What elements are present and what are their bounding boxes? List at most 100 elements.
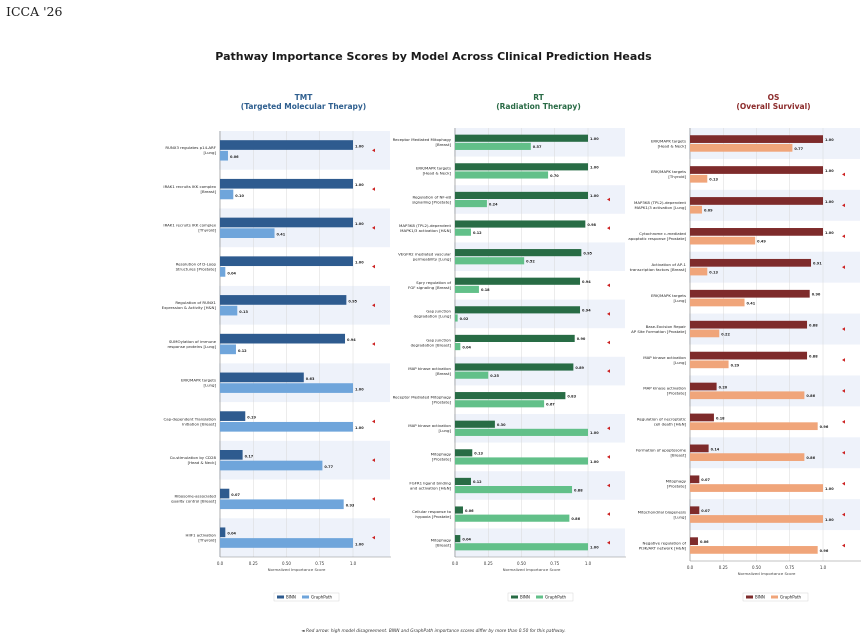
bar-binn (690, 166, 823, 174)
x-tick-label: 1.0 (585, 561, 592, 566)
disagreement-arrow-icon (372, 497, 375, 501)
bar-graphpath (220, 267, 226, 277)
disagreement-arrow-icon (842, 512, 845, 517)
value-label-binn: 0.90 (812, 293, 821, 297)
bar-binn (455, 163, 588, 171)
bar-graphpath (690, 484, 823, 492)
bar-graphpath (220, 421, 353, 432)
legend-label-binn: BINN (520, 595, 530, 600)
disagreement-arrow-icon (842, 420, 845, 424)
bar-binn (690, 537, 698, 546)
bar-binn (220, 256, 353, 267)
value-label-binn: 0.07 (231, 493, 240, 497)
bar-graphpath (220, 460, 323, 471)
value-label-binn: 1.00 (355, 261, 364, 265)
panel-subtitle-os: (Overall Survival) (736, 102, 810, 111)
category-label-line1: RUNX3 regulates p14-ARF (165, 145, 216, 150)
value-label-graphpath: 0.13 (709, 270, 718, 274)
category-label-line2: [Breast] (435, 142, 451, 147)
category-label-line2: [Breast] (435, 371, 451, 376)
row-highlight-band (219, 285, 390, 325)
value-label-binn: 0.94 (347, 338, 356, 342)
value-label-binn: 1.00 (825, 231, 834, 235)
value-label-graphpath: 0.96 (820, 425, 829, 429)
value-label-graphpath: 0.93 (346, 504, 355, 508)
disagreement-arrow-icon (607, 283, 610, 288)
x-tick-label: 0.25 (249, 561, 258, 566)
x-tick-label: 0.75 (315, 561, 324, 566)
bar-graphpath (690, 329, 720, 338)
disagreement-arrow-icon (607, 340, 610, 345)
category-label-line2: cell death [H&N] (654, 422, 687, 427)
value-label-binn: 0.94 (582, 280, 591, 284)
value-label-binn: 0.94 (582, 309, 591, 313)
bar-graphpath (690, 236, 756, 245)
category-label-line1: SUMOylation of immune (169, 339, 217, 344)
value-label-graphpath: 0.29 (731, 363, 740, 367)
category-label-line1: Gap junction (426, 337, 451, 342)
value-label-graphpath: 0.02 (460, 317, 469, 321)
value-label-binn: 0.63 (306, 377, 315, 381)
bar-graphpath (690, 360, 729, 369)
bar-binn (220, 178, 353, 189)
row-highlight-band (454, 242, 625, 271)
disagreement-arrow-icon (842, 450, 845, 455)
category-label-line2: [Prostate] (432, 400, 452, 405)
bar-graphpath (690, 174, 708, 183)
disagreement-arrow-icon (372, 303, 375, 308)
category-label-line1: Mitophagy (666, 478, 687, 483)
category-label-line1: MAP kinase activation (643, 355, 686, 360)
bar-binn (220, 450, 243, 460)
value-label-graphpath: 0.04 (227, 271, 236, 275)
category-label-line1: Ribosome-associated (175, 494, 217, 499)
legend-swatch-binn (277, 595, 284, 599)
category-label-line1: MAP kinase activation (643, 386, 686, 391)
value-label-graphpath: 1.00 (590, 546, 599, 550)
category-label-line1: FGFR1 ligand binding (409, 480, 451, 485)
category-label-line1: Cap-dependent Translation (164, 416, 217, 421)
value-label-graphpath: 0.13 (709, 178, 718, 182)
disagreement-arrow-icon (372, 535, 375, 540)
row-highlight-band (454, 414, 625, 443)
category-label-line2: [Thyroid] (198, 537, 216, 542)
bar-binn (220, 411, 246, 421)
category-label-line2: [Lung] (203, 150, 216, 155)
value-label-binn: 0.04 (227, 532, 236, 536)
category-label-line2: [Thyroid] (198, 228, 216, 233)
row-highlight-band (454, 128, 625, 157)
value-label-graphpath: 0.86 (571, 517, 580, 521)
value-label-binn: 0.06 (465, 509, 474, 513)
bar-binn (220, 488, 230, 499)
category-label-line1: Regulation of NF-κB (412, 194, 451, 199)
value-label-binn: 1.00 (355, 183, 364, 187)
value-label-graphpath: 0.57 (533, 145, 542, 149)
disagreement-arrow-icon (607, 426, 610, 431)
category-label-line2: signalling [Prostate] (412, 199, 451, 204)
row-highlight-band (689, 189, 860, 221)
row-highlight-band (454, 471, 625, 500)
category-label-line1: Resolution of D-Loop (176, 261, 217, 266)
category-label-line1: IRAK1 recruits IKK complex (163, 223, 216, 228)
category-label-line1: Mitophagy (431, 452, 452, 457)
category-label-line2: [Lung] (673, 298, 686, 303)
value-label-graphpath: 0.86 (806, 456, 815, 460)
bar-binn (690, 228, 823, 236)
value-label-graphpath: 0.10 (235, 194, 244, 198)
category-label-line1: Formation of apoptosome (636, 448, 687, 453)
value-label-binn: 1.00 (825, 169, 834, 173)
x-tick-label: 0.75 (785, 565, 794, 570)
category-label-line1: Receptor Mediated Mitophagy (393, 395, 452, 400)
legend-label-binn: BINN (755, 595, 765, 600)
value-label-graphpath: 0.12 (238, 349, 247, 353)
disagreement-arrow-icon (607, 197, 610, 202)
bar-graphpath (455, 257, 525, 265)
bar-graphpath (455, 514, 570, 522)
disagreement-arrow-icon (607, 312, 610, 316)
bar-binn (455, 306, 581, 314)
category-label-line1: Gap junction (426, 309, 451, 314)
bar-binn (690, 444, 709, 453)
category-label-line1: Cellular response to (412, 509, 451, 514)
legend-swatch-binn (511, 595, 518, 599)
category-label-line2: [Breast] (435, 543, 451, 548)
bar-binn (690, 197, 823, 205)
